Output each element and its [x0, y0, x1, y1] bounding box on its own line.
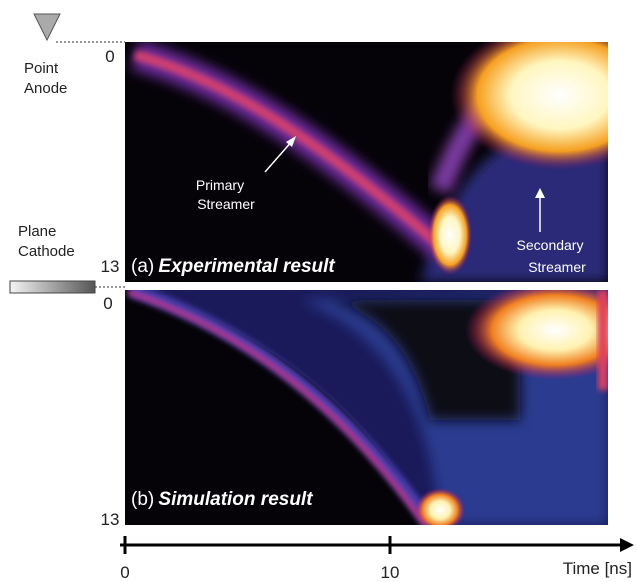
cathode-label: Cathode	[18, 243, 75, 260]
figure: Point Anode Plane Cathode 0 13 (a) Exper…	[0, 0, 637, 582]
y-tick-label: 13	[101, 510, 120, 529]
cathode-label: Plane	[18, 223, 56, 240]
panel-title: (b) Simulation result	[131, 489, 313, 510]
x-tick-label: 0	[120, 563, 129, 582]
anode-label: Point	[24, 60, 59, 77]
anode-icon	[34, 14, 60, 40]
x-tick-label: 10	[381, 563, 400, 582]
y-tick-label: 0	[105, 47, 114, 66]
annotation: Streamer	[528, 259, 586, 275]
panel-title: (a) Experimental result	[131, 256, 335, 277]
y-tick-label: 13	[101, 257, 120, 276]
y-tick-label: 0	[103, 294, 112, 313]
panel-title-text: Experimental result	[158, 256, 335, 277]
annotation: Primary	[196, 177, 244, 193]
anode-label: Anode	[24, 80, 67, 97]
panel-title-text: Simulation result	[158, 489, 313, 510]
cathode-icon	[10, 281, 95, 293]
axis-arrow	[620, 538, 634, 552]
panel-tag: (a)	[131, 256, 154, 277]
axis-label: Time [ns]	[563, 559, 632, 578]
annotation: Streamer	[197, 196, 255, 212]
panel-tag: (b)	[131, 489, 154, 510]
annotation: Secondary	[517, 237, 584, 253]
